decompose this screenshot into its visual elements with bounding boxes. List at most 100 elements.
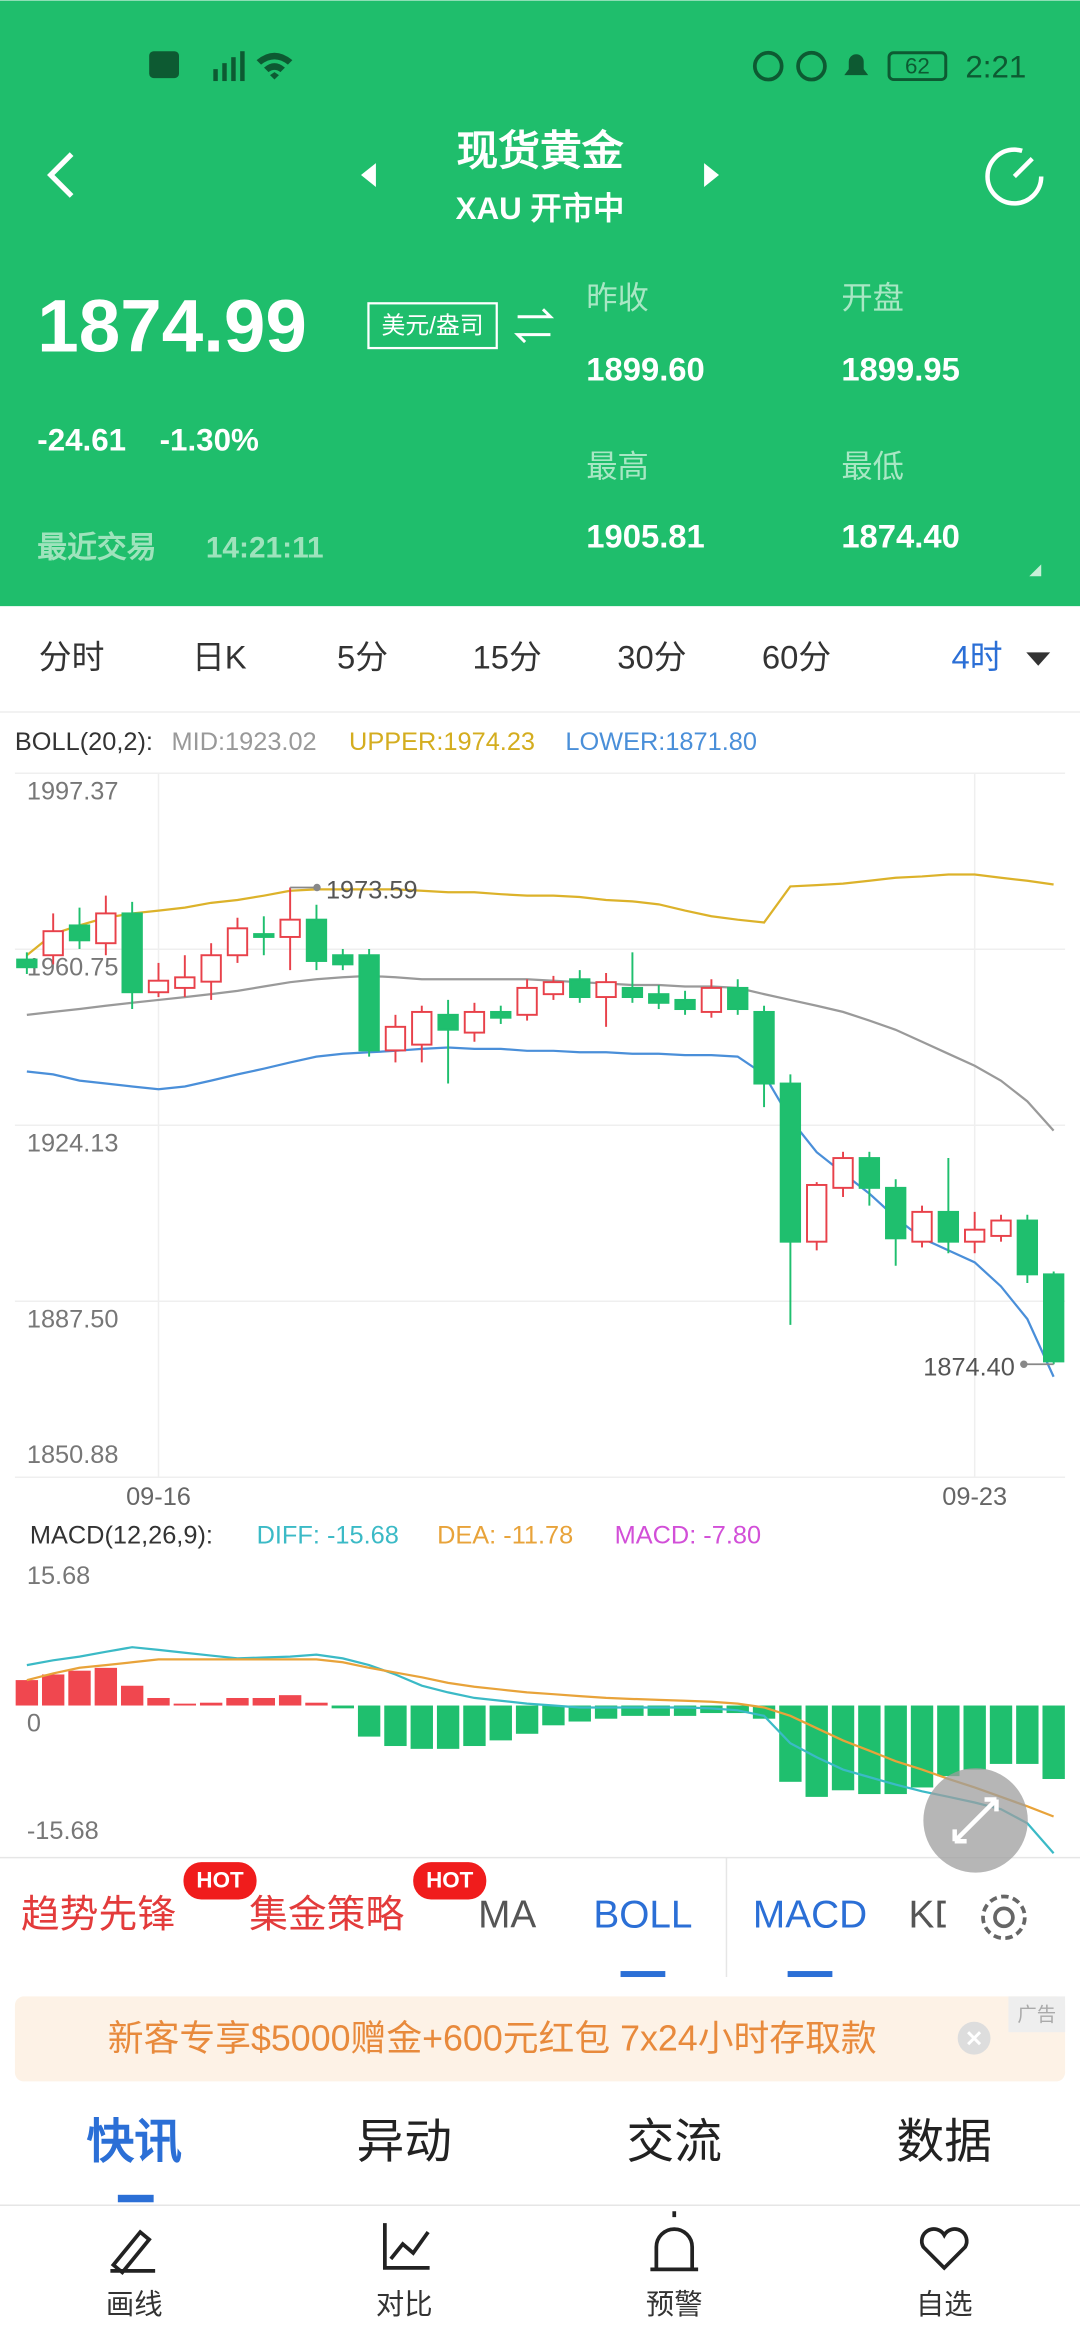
status-icons (149, 50, 948, 82)
news-tab[interactable]: 交流 (627, 2116, 722, 2169)
battery-level: 62 (905, 54, 930, 79)
candle-body (516, 986, 538, 1016)
signal (213, 69, 218, 82)
settings-button[interactable] (981, 1894, 1027, 1941)
indicator-tab[interactable]: 趋势先锋 (21, 1894, 176, 1937)
candle-body (621, 986, 644, 999)
nav-label[interactable]: 自选 (916, 2289, 973, 2321)
banner-close[interactable] (957, 2021, 991, 2055)
annotation-label: 1874.40 (923, 1353, 1015, 1381)
candle-body (1043, 1273, 1065, 1363)
macd-bar (937, 1705, 960, 1777)
period-tab[interactable]: 30分 (617, 639, 686, 676)
indicator-legend: UPPER:1974.23 (349, 728, 535, 756)
candle-body (911, 1210, 933, 1243)
candle-body (68, 924, 91, 942)
macd-bar (831, 1705, 855, 1791)
candle-body (95, 912, 117, 945)
indicator-tab[interactable]: 集金策略 (249, 1894, 404, 1937)
candle-body (437, 1013, 459, 1031)
macd-bar (357, 1705, 381, 1737)
indicator-tab[interactable]: KD (908, 1894, 962, 1937)
unit-box[interactable] (367, 302, 498, 350)
y-tick-label: 1887.50 (27, 1305, 119, 1333)
news-tab[interactable]: 异动 (357, 2116, 452, 2169)
prev-button[interactable] (360, 163, 376, 187)
indicator-tab[interactable]: MACD (753, 1894, 867, 1937)
swap-icon[interactable] (514, 308, 555, 344)
indicator-tab[interactable]: MA (478, 1894, 536, 1937)
period-dropdown[interactable] (1026, 652, 1051, 666)
macd-bar (805, 1705, 828, 1797)
next-button[interactable] (704, 163, 720, 187)
hd-icon (149, 51, 180, 79)
macd-bar (1042, 1705, 1065, 1779)
compare-icon[interactable] (382, 2223, 430, 2270)
nav-label[interactable]: 画线 (106, 2289, 163, 2321)
news-tab[interactable]: 数据 (897, 2116, 992, 2169)
stat-label: 开盘 (841, 281, 904, 316)
candle-body (411, 1010, 433, 1046)
candle-body (885, 1186, 907, 1240)
draw-icon[interactable] (110, 2229, 156, 2276)
candle-body (332, 954, 354, 966)
clock: 2:21 (965, 49, 1026, 84)
change-pct: -1.30% (160, 422, 259, 457)
period-tab[interactable]: 4时 (952, 639, 1003, 676)
candle-body (42, 930, 64, 957)
title: 现货黄金 (457, 127, 624, 174)
nav-label[interactable]: 预警 (646, 2289, 703, 2321)
stat-value: 1899.95 (841, 351, 960, 388)
candle-body (358, 954, 380, 1052)
refresh-ring (985, 147, 1044, 206)
indicator-legend: MID:1923.02 (172, 728, 317, 756)
macd-bar (120, 1685, 144, 1706)
hot-badge (183, 1862, 257, 1900)
macd-bar (410, 1705, 433, 1749)
candle-body (121, 912, 143, 994)
candle-body (648, 993, 670, 1004)
stat-value: 1874.40 (841, 518, 960, 555)
tab-underline (117, 2194, 154, 2203)
period-tab[interactable]: 分时 (39, 639, 105, 676)
price: 1874.99 (37, 283, 307, 367)
news-tab[interactable]: 快讯 (87, 2116, 182, 2169)
watch-icon[interactable] (919, 2227, 969, 2271)
candle-body (806, 1183, 828, 1243)
indicator-legend: DEA: -11.78 (437, 1522, 573, 1550)
candle-body (779, 1082, 802, 1243)
macd-bar (199, 1702, 223, 1706)
period-tab[interactable]: 日K (192, 639, 247, 676)
zoom-button[interactable] (923, 1768, 1028, 1873)
macd-bar (647, 1705, 670, 1716)
period-tab[interactable]: 60分 (762, 639, 831, 676)
indicator-line (26, 1046, 1055, 1378)
alert-icon[interactable] (650, 2211, 699, 2272)
candle-body (858, 1157, 881, 1189)
y-tick-label: 1924.13 (27, 1129, 119, 1157)
macd-bar (147, 1697, 170, 1706)
indicator-tab[interactable]: BOLL (593, 1894, 692, 1937)
last-trade-time: 14:21:11 (206, 531, 324, 564)
back-button[interactable] (47, 152, 74, 198)
macd-bar (542, 1705, 565, 1726)
candle-body (463, 1010, 486, 1034)
nav-label[interactable]: 对比 (376, 2289, 433, 2321)
banner[interactable] (14, 1996, 1066, 2082)
period-tab[interactable]: 5分 (337, 639, 388, 676)
period-tab[interactable]: 15分 (473, 639, 542, 676)
signal (240, 51, 245, 82)
indicator-legend: LOWER:1871.80 (565, 728, 757, 756)
x-tick-label: 09-23 (942, 1483, 1007, 1511)
macd-bar (252, 1697, 275, 1706)
macd-bar (68, 1670, 91, 1706)
annotation-label: 1973.59 (326, 877, 418, 905)
indicator-line (26, 1646, 1055, 1854)
macd-bar (489, 1705, 512, 1741)
refresh-button[interactable] (985, 147, 1044, 206)
y-tick-label: 1850.88 (27, 1441, 119, 1469)
candle-body (147, 979, 170, 994)
subtitle: XAU 开市中 (456, 190, 625, 226)
nav-icons (110, 2211, 969, 2276)
